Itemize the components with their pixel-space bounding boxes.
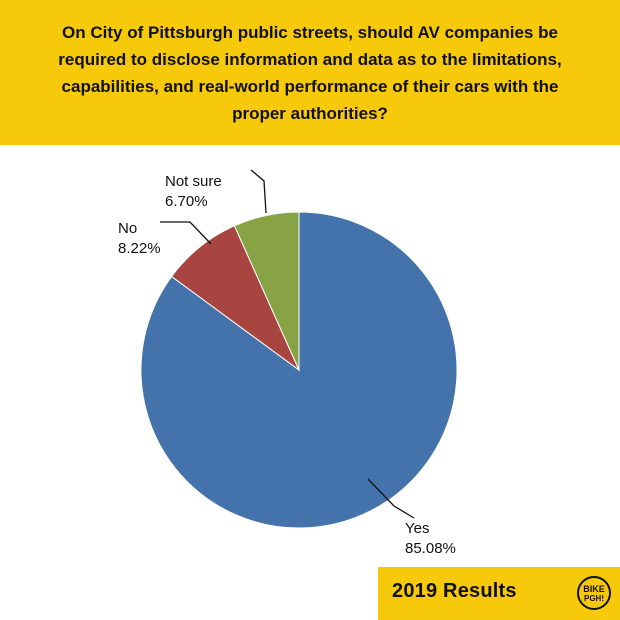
results-badge: 2019 Results BIKE PGH! [378, 567, 620, 620]
leader-line-not-sure [250, 169, 267, 214]
results-year-label: 2019 Results [392, 580, 517, 602]
question-banner: On City of Pittsburgh public streets, sh… [0, 0, 620, 145]
survey-question: On City of Pittsburgh public streets, sh… [58, 22, 562, 123]
pie-slice-not-sure [233, 211, 300, 371]
slice-value-no: 8.22% [118, 240, 161, 257]
bikepgh-logo: BIKE PGH! [577, 576, 611, 610]
leader-line-no [160, 221, 212, 245]
slice-label-no: No [118, 220, 137, 237]
slice-value-yes: 85.08% [405, 540, 456, 557]
slice-label-not-sure: Not sure [165, 173, 222, 190]
slice-label-yes: Yes [405, 520, 429, 537]
slice-value-not-sure: 6.70% [165, 193, 208, 210]
leader-line-yes [367, 478, 415, 519]
